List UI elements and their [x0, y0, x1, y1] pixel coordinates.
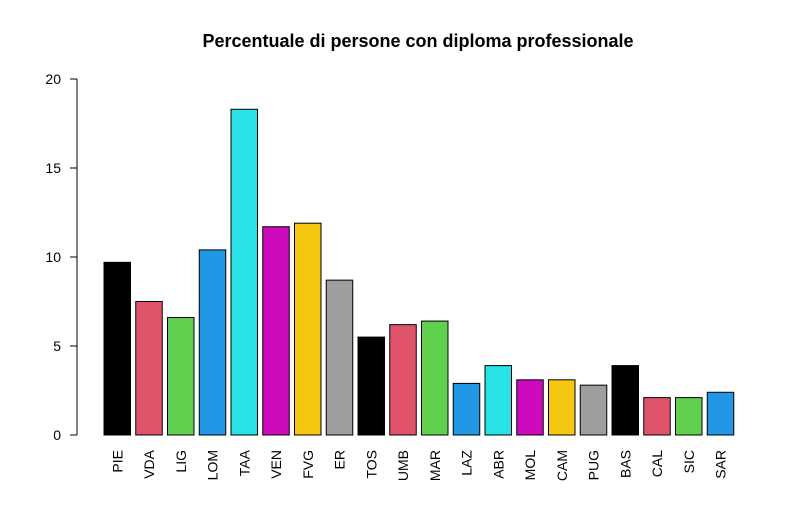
y-tick-label: 0 [53, 427, 61, 443]
bar-bas [611, 365, 639, 436]
x-tick-label: MOL [522, 450, 538, 481]
bars [103, 108, 735, 436]
bar-vda [135, 301, 163, 436]
bar-mar [421, 320, 449, 436]
chart-title: Percentuale di persone con diploma profe… [202, 31, 633, 51]
x-tick-label: ABR [490, 450, 506, 479]
bar-ven [262, 226, 290, 436]
x-tick-label: TOS [363, 450, 379, 479]
y-tick-label: 15 [45, 160, 61, 176]
bar-pie [103, 261, 131, 436]
x-tick-label: SIC [681, 450, 697, 473]
x-tick-label: PIE [109, 450, 125, 473]
bar-er [325, 279, 354, 436]
bar-sar [706, 391, 735, 436]
x-tick-label: FVG [300, 450, 316, 479]
bar-fvg [294, 222, 322, 436]
x-tick-label: LOM [205, 450, 221, 480]
x-tick-label: SAR [713, 450, 729, 479]
bar-tos [357, 336, 385, 436]
x-tick-label: CAL [649, 450, 665, 477]
bar-lom [198, 249, 227, 436]
x-tick-label: BAS [617, 450, 633, 478]
y-axis: 0 5 10 15 20 [45, 71, 77, 443]
bar-abr [484, 365, 512, 436]
x-axis-labels: PIE VDA LIG LOM TAA VEN FVG ER TOS UMB MAR LAZ ABR MO… [109, 449, 728, 481]
x-tick-label: VDA [141, 449, 157, 478]
bar-pug [579, 384, 608, 436]
y-tick-label: 20 [45, 71, 61, 87]
x-tick-label: PUG [586, 450, 602, 480]
bar-taa [230, 108, 258, 436]
x-tick-label: CAM [554, 450, 570, 481]
bar-lig [167, 317, 195, 436]
x-tick-label: LIG [173, 450, 189, 473]
x-tick-label: VEN [268, 450, 284, 479]
x-tick-label: MAR [427, 450, 443, 481]
x-tick-label: ER [332, 450, 348, 469]
bar-umb [389, 324, 417, 436]
bar-mol [516, 379, 544, 436]
x-tick-label: TAA [236, 449, 252, 476]
bar-laz [452, 382, 481, 436]
bar-cal [643, 397, 671, 436]
x-tick-label: UMB [395, 450, 411, 481]
y-tick-label: 10 [45, 249, 61, 265]
bar-cam [548, 379, 576, 436]
bar-sic [675, 397, 703, 436]
x-tick-label: LAZ [459, 450, 475, 476]
y-tick-label: 5 [53, 338, 61, 354]
